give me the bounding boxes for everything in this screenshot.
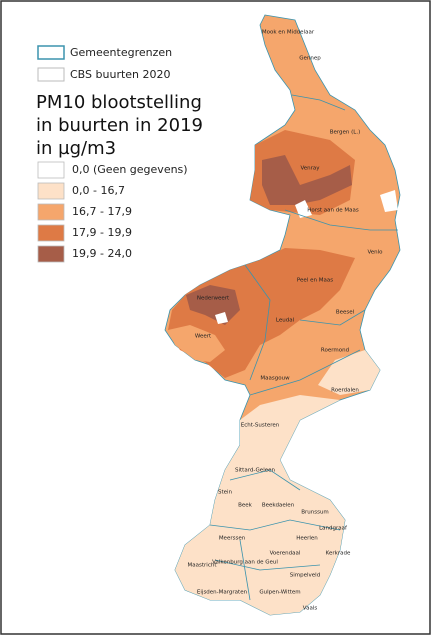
municipality-label: Kerkrade — [326, 551, 351, 557]
legend-swatch — [37, 203, 65, 221]
municipality-label: Roerdalen — [331, 388, 359, 394]
region-area — [318, 350, 380, 395]
legend-label: Gemeentegrenzen — [70, 46, 172, 59]
municipality-label: Maasgouw — [260, 376, 290, 382]
municipality-label: Venlo — [367, 250, 383, 256]
municipality-label: Eijsden-Margraten — [197, 590, 248, 596]
border — [214, 559, 321, 571]
region-area — [186, 285, 240, 325]
border — [291, 94, 346, 111]
municipality-label: Voerendaal — [270, 551, 301, 557]
municipality-label: Mook en Middelaar — [262, 30, 315, 36]
municipality-label: Beesel — [336, 310, 355, 316]
legend-label: 0,0 (Geen gegevens) — [72, 163, 188, 176]
legend-label: CBS buurten 2020 — [70, 68, 171, 81]
border — [244, 264, 271, 381]
border — [249, 349, 361, 396]
legend-title: in buurten in 2019 — [36, 115, 203, 136]
municipality-label: Maastricht — [188, 563, 218, 569]
region-area — [262, 155, 352, 205]
municipality-label: Bergen (L.) — [330, 130, 361, 136]
municipality-label: Venray — [300, 166, 320, 172]
municipality-label: Sittard-Geleen — [235, 468, 275, 474]
map — [164, 14, 401, 616]
border — [229, 469, 301, 491]
municipality-label: Weert — [195, 334, 212, 340]
legend-label: 16,7 - 17,9 — [72, 205, 132, 218]
municipality-label: Landgraaf — [319, 526, 348, 532]
municipality-label: Horst aan de Maas — [307, 208, 359, 214]
legend-swatch — [37, 161, 65, 179]
legend-swatch — [37, 182, 65, 200]
legend: Gemeentegrenzen CBS buurten 2020 PM10 bl… — [36, 45, 203, 263]
municipality-label: Stein — [218, 490, 233, 496]
municipality-label: Beekdaelen — [262, 503, 295, 509]
region-area — [380, 190, 398, 212]
municipality-labels: Mook en Middelaar Gennep Bergen (L.) Ven… — [188, 30, 384, 612]
legend-label: 19,9 - 24,0 — [72, 247, 132, 260]
municipality-label: Leudal — [276, 318, 295, 324]
municipality-label: Heerlen — [296, 536, 318, 542]
border — [284, 209, 398, 231]
municipality-label: Vaals — [303, 606, 318, 612]
region-area — [175, 395, 345, 615]
legend-label: 17,9 - 19,9 — [72, 226, 132, 239]
municipality-label: Peel en Maas — [297, 278, 333, 284]
legend-title: PM10 blootstelling — [36, 92, 202, 113]
municipality-label: Nederweert — [197, 296, 230, 302]
municipality-label: Gennep — [299, 56, 321, 62]
border — [299, 309, 366, 326]
legend-title: in µg/m3 — [36, 138, 116, 159]
municipality-label: Echt-Susteren — [241, 423, 280, 429]
boundary-swatch — [37, 67, 65, 82]
region-area — [215, 312, 228, 324]
municipality-label: Valkenburg aan de Geul — [212, 560, 278, 566]
municipality-label: Beek — [238, 503, 253, 509]
municipality-label: Simpelveld — [290, 573, 320, 579]
region-area — [168, 325, 225, 362]
municipality-label: Roermond — [321, 348, 349, 354]
border — [239, 539, 251, 601]
municipality-label: Brunssum — [301, 510, 329, 516]
boundary-swatch — [37, 45, 65, 60]
legend-swatch — [37, 224, 65, 242]
legend-label: 0,0 - 16,7 — [72, 184, 125, 197]
municipality-label: Gulpen-Wittem — [259, 590, 300, 596]
border — [209, 519, 341, 531]
region-area — [295, 200, 312, 218]
municipality-label: Meerssen — [219, 536, 246, 542]
legend-swatch — [37, 245, 65, 263]
